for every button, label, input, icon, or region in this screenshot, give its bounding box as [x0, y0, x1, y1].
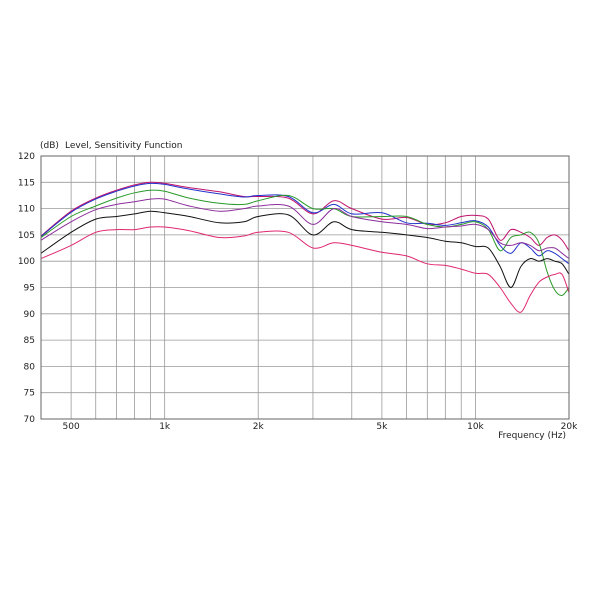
x-tick-label: 20k	[561, 422, 578, 432]
y-tick-label: 105	[18, 231, 35, 241]
y-tick-label: 70	[24, 415, 36, 425]
chart-title: Level, Sensitivity Function	[65, 141, 182, 151]
series-line-4	[40, 198, 570, 260]
y-tick-label: 85	[24, 336, 35, 346]
series-line-5	[40, 210, 570, 288]
y-tick-label: 90	[24, 310, 36, 320]
series-lines	[40, 181, 570, 313]
y-tick-label: 80	[24, 362, 36, 372]
x-tick-labels: 500 1k 2k 5k 10k 20k	[63, 422, 579, 432]
x-tick-label: 500	[63, 422, 80, 432]
plot-frame	[40, 155, 570, 420]
series-line-6	[40, 226, 570, 313]
x-tick-label: 2k	[253, 422, 265, 432]
x-tick-label: 10k	[467, 422, 484, 432]
y-tick-label: 110	[18, 205, 35, 215]
y-tick-label: 95	[24, 284, 35, 294]
y-tick-labels: 70 75 80 85 90 95 100 105 110 115 120	[18, 152, 35, 425]
series-line-2	[40, 182, 570, 265]
series-line-1	[40, 181, 570, 252]
y-tick-label: 100	[18, 257, 35, 267]
x-axis-label: Frequency (Hz)	[498, 431, 566, 441]
series-line-3	[40, 189, 570, 296]
x-tick-label: 1k	[159, 422, 171, 432]
y-axis-unit-label: (dB)	[40, 141, 59, 151]
x-tick-label: 5k	[376, 422, 388, 432]
grid-lines	[40, 155, 570, 420]
y-tick-label: 75	[24, 389, 35, 399]
y-tick-label: 120	[18, 152, 35, 162]
y-tick-label: 115	[18, 178, 35, 188]
